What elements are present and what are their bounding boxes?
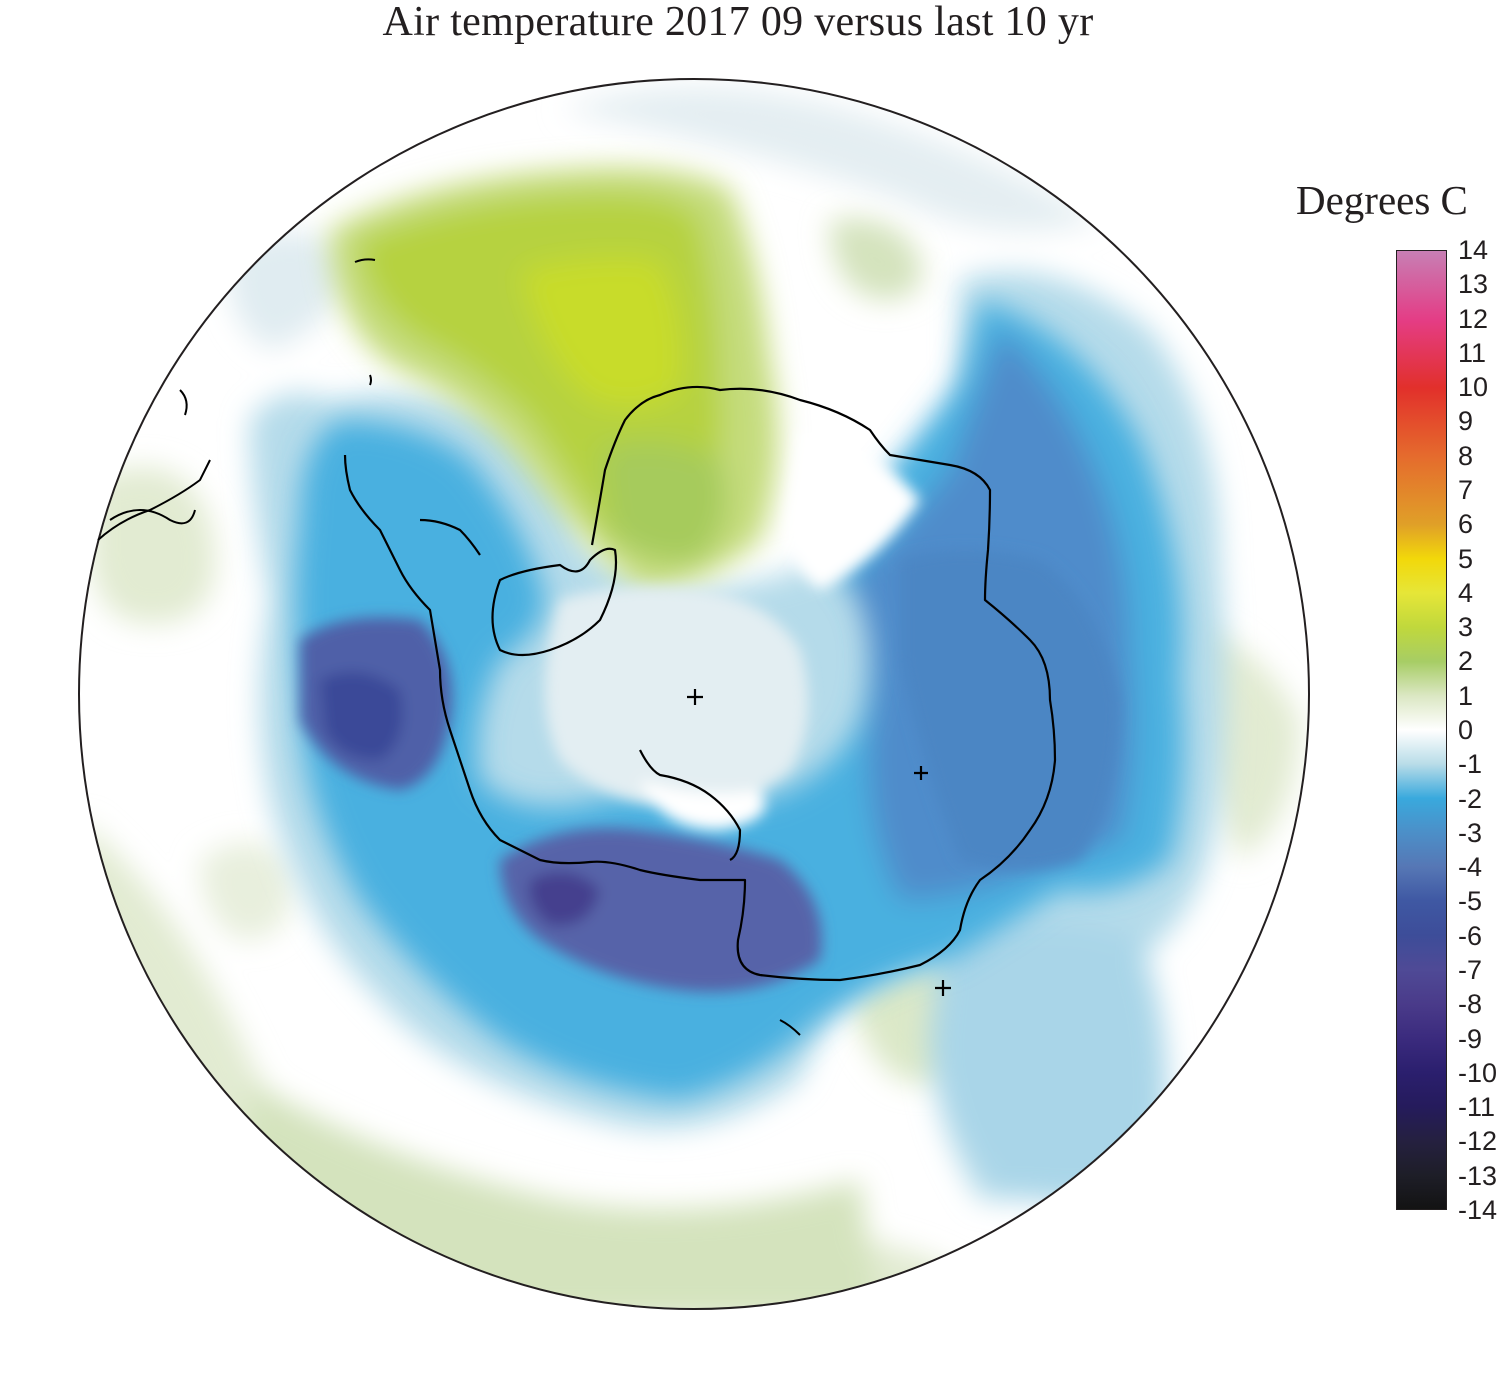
colorbar-tick-label: 6 [1458,509,1474,540]
legend-title: Degrees C [1296,177,1468,223]
positive-anomaly-region [330,167,778,590]
colorbar-tick-label: 3 [1458,612,1474,643]
colorbar-tick-label: 13 [1458,269,1489,300]
colorbar-tick-label: -9 [1458,1023,1483,1054]
colorbar-tick-label: 7 [1458,475,1474,505]
colorbar-tick-label: 2 [1458,646,1474,677]
south-pole-marker [687,689,703,705]
strong-negative-cores [300,550,1120,992]
station-marker [935,980,951,996]
colorbar-tick-label: 1 [1458,680,1474,711]
antarctica-coastline [343,385,1057,982]
colorbar-tick-label: 12 [1458,303,1489,334]
colorbar-tick-label: 9 [1458,406,1474,437]
colorbar-tick-label: 11 [1458,337,1487,368]
colorbar-tick-label: -3 [1458,817,1483,848]
colorbar-tick-label: -14 [1458,1195,1498,1225]
colorbar-tick-label: -8 [1458,989,1483,1020]
colorbar-tick-label: 5 [1458,543,1474,574]
colorbar-tick-label: 8 [1458,440,1474,471]
colorbar-tick-label: -6 [1458,920,1483,951]
colorbar-tick-label: -7 [1458,955,1483,985]
colorbar-tick-label: 14 [1458,235,1489,265]
colorbar [1396,250,1447,1210]
neutral-central-region [545,430,920,830]
colorbar-tick-label: -2 [1458,783,1483,814]
colorbar-tick-label: 4 [1458,577,1474,608]
colorbar-tick-label: -5 [1458,886,1483,917]
page-title: Air temperature 2017 09 versus last 10 y… [382,0,1094,45]
station-markers [687,689,951,996]
map-boundary-circle [78,78,1310,1310]
colorbar-tick-label: -1 [1458,749,1483,780]
south-america-outline [97,258,801,1036]
colorbar-tick-label: 10 [1458,372,1489,403]
colorbar-tick-label: 0 [1458,715,1474,745]
colorbar-tick-label: -4 [1458,852,1483,883]
station-marker [914,766,928,780]
colorbar-tick-label: -13 [1458,1160,1498,1191]
colorbar-tick-label: -11 [1458,1092,1496,1123]
colorbar-tick-label: -12 [1458,1126,1498,1157]
colorbar-tick-label: -10 [1458,1057,1498,1088]
